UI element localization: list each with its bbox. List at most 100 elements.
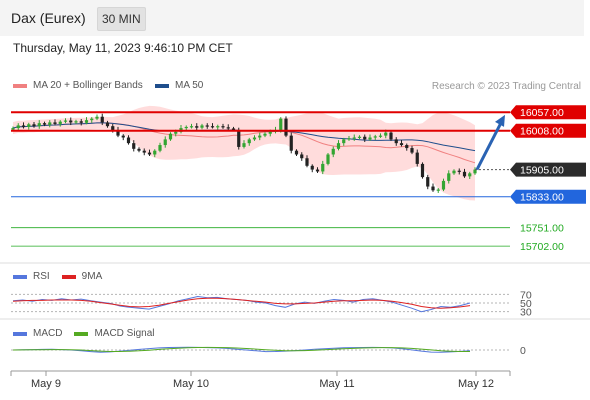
candle-body <box>168 133 173 140</box>
rsi-level-label: 30 <box>520 307 532 319</box>
candle-body <box>468 173 472 177</box>
candle-body <box>315 169 320 172</box>
candle-body <box>142 150 146 153</box>
rsi-ma-swatch <box>61 274 76 279</box>
candle-body <box>252 137 257 140</box>
candle-body <box>58 121 62 124</box>
rsi-level-label: 50 <box>520 298 532 310</box>
candle-body <box>305 158 309 166</box>
candle-body <box>457 170 461 172</box>
price-tag-support <box>510 189 586 204</box>
candle-body <box>237 129 241 147</box>
candle-body <box>352 137 356 139</box>
interval-button[interactable]: 30 MIN <box>97 7 146 31</box>
candle-body <box>405 145 409 149</box>
candle-body <box>399 143 404 146</box>
candle-body <box>321 163 325 172</box>
candle-body <box>42 123 47 125</box>
candle-body <box>452 170 456 174</box>
legend-ma50-label: MA 50 <box>175 80 204 91</box>
candle-body <box>258 135 262 138</box>
candle-body <box>95 116 99 119</box>
candle-body <box>216 126 220 128</box>
instrument-title: Dax (Eurex) <box>11 10 86 26</box>
candle-body <box>189 126 194 128</box>
price-label-target: 15702.00 <box>520 241 564 253</box>
candle-body <box>473 169 477 174</box>
candle-body <box>69 120 73 123</box>
x-tick-label: May 12 <box>458 378 494 390</box>
macd-signal-line <box>12 346 470 352</box>
legend-rsi-ma-label: 9MA <box>81 271 103 282</box>
price-label-support: 15833.00 <box>520 192 564 204</box>
candle-body <box>16 125 20 129</box>
candle-body <box>363 136 367 140</box>
macd-signal-swatch <box>74 331 89 336</box>
candle-body <box>268 131 272 134</box>
candle-body <box>289 135 293 151</box>
legend-ma50: MA 50 <box>155 80 203 91</box>
rsi-swatch <box>13 274 27 279</box>
candle-body <box>294 150 299 155</box>
bollinger-band <box>13 105 475 201</box>
research-credit: Research © 2023 Trading Central <box>431 81 581 92</box>
candle-body <box>163 139 167 146</box>
x-tick-label: May 9 <box>31 378 61 390</box>
price-tag-resistance <box>510 123 586 138</box>
legend-ma20-label: MA 20 + Bollinger Bands <box>33 80 143 91</box>
candle-body <box>27 124 31 127</box>
candle-body <box>105 122 110 127</box>
candle-body <box>415 152 419 164</box>
x-tick-label: May 10 <box>173 378 209 390</box>
candle-body <box>394 139 398 144</box>
candle-body <box>205 125 209 127</box>
candle-body <box>37 123 41 127</box>
rsi-line <box>12 295 471 313</box>
candle-body <box>357 136 362 138</box>
candle-body <box>63 120 68 122</box>
legend-macd: MACD MACD Signal <box>13 328 154 339</box>
candle-body <box>441 180 446 190</box>
candle-body <box>132 143 136 149</box>
candle-body <box>300 154 304 159</box>
candle-body <box>100 116 104 123</box>
legend-rsi: RSI 9MA <box>13 271 102 282</box>
candle-body <box>111 126 115 130</box>
rsi-level-label: 70 <box>520 289 532 301</box>
candle-body <box>279 118 283 130</box>
candle-body <box>147 152 152 155</box>
price-label-resistance: 16057.00 <box>520 107 564 119</box>
candle-body <box>158 145 162 151</box>
rsi-ma-line <box>12 297 471 309</box>
candle-body <box>226 127 230 129</box>
candle-body <box>200 125 204 128</box>
candle-body <box>326 154 330 164</box>
candle-body <box>84 120 89 123</box>
candle-body <box>32 124 36 127</box>
target-arrow-head <box>495 114 505 127</box>
candle-body <box>11 128 15 130</box>
price-label-resistance: 16008.00 <box>520 126 564 138</box>
legend-ma20: MA 20 + Bollinger Bands <box>13 80 143 91</box>
candle-body <box>310 165 314 170</box>
x-tick-label: May 11 <box>319 378 354 390</box>
candle-body <box>373 136 377 138</box>
candle-body <box>21 125 26 127</box>
candle-body <box>116 129 120 136</box>
candle-body <box>90 118 94 121</box>
legend-rsi-label: RSI <box>33 271 50 282</box>
candle-body <box>48 122 52 125</box>
candle-body <box>247 139 251 144</box>
candle-body <box>153 150 157 155</box>
legend-macd-signal-label: MACD Signal <box>94 328 155 339</box>
candle-body <box>420 163 425 178</box>
candle-body <box>384 132 388 136</box>
ma20-swatch <box>13 83 27 88</box>
candle-body <box>221 126 225 128</box>
candle-body <box>263 133 267 136</box>
candle-body <box>426 177 430 187</box>
candle-body <box>342 139 346 144</box>
candle-body <box>195 126 199 128</box>
ma50-swatch <box>155 83 169 88</box>
macd-zero-label: 0 <box>520 345 526 357</box>
